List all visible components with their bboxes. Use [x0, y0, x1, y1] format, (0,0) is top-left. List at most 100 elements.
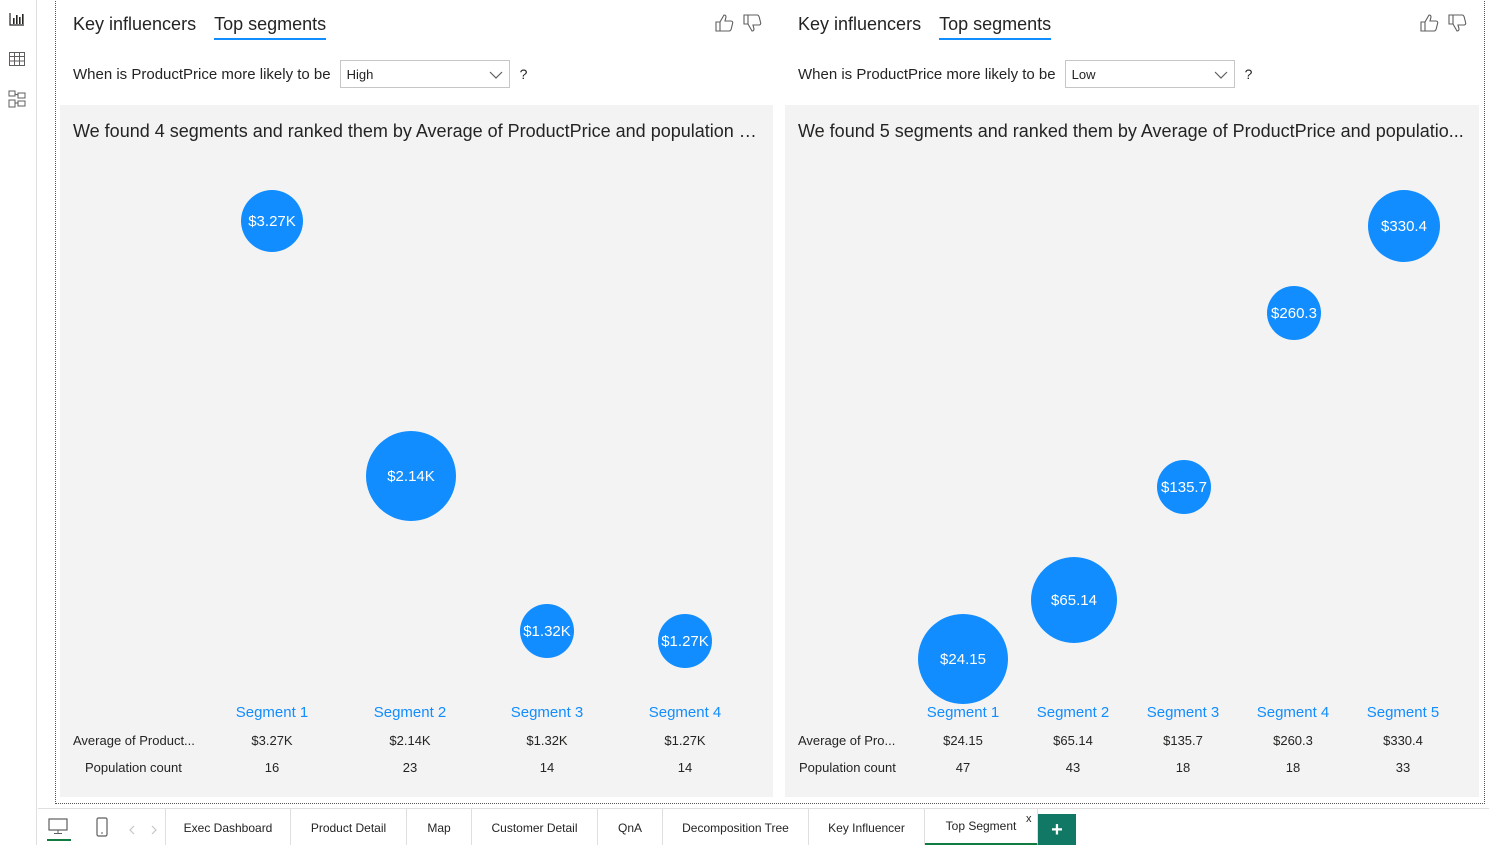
bubble-value: $65.14	[1051, 591, 1097, 609]
segment-label[interactable]: Segment 1	[235, 704, 309, 721]
visual-tabs: Key influencers Top segments	[798, 14, 1052, 40]
segment-bubble[interactable]: $135.7	[1157, 460, 1211, 514]
population-value: 16	[264, 760, 280, 775]
value-dropdown[interactable]: High	[339, 60, 510, 88]
population-value: 23	[402, 760, 418, 775]
population-value: 33	[1395, 760, 1411, 775]
report-view-icon[interactable]	[4, 6, 30, 32]
average-value: $1.27K	[664, 733, 706, 748]
bubble-value: $2.14K	[387, 467, 435, 485]
help-question-mark[interactable]: ?	[1244, 66, 1253, 82]
population-row-label: Population count	[799, 760, 896, 775]
thumbs-up-icon[interactable]	[1419, 14, 1439, 37]
tab-top-segments[interactable]: Top segments	[939, 14, 1052, 40]
thumbs-up-icon[interactable]	[714, 14, 734, 37]
bubble-value: $3.27K	[248, 212, 296, 230]
dropdown-value: Low	[1071, 66, 1096, 82]
model-view-icon[interactable]	[4, 86, 30, 112]
bubble-value: $260.3	[1271, 304, 1317, 322]
page-tab-customer-detail[interactable]: Customer Detail	[472, 809, 598, 845]
page-tab-map[interactable]: Map	[407, 809, 472, 845]
average-row-label: Average of Pro...	[798, 733, 896, 748]
tab-key-influencers[interactable]: Key influencers	[73, 14, 197, 34]
thumbs-down-icon[interactable]	[742, 14, 762, 37]
average-value: $135.7	[1163, 733, 1203, 748]
dropdown-value: High	[346, 66, 374, 82]
page-tab-exec-dashboard[interactable]: Exec Dashboard	[165, 809, 291, 845]
average-value: $3.27K	[251, 733, 293, 748]
population-row-label: Population count	[85, 760, 182, 775]
segments-panel: We found 5 segments and ranked them by A…	[785, 105, 1479, 797]
segment-label[interactable]: Segment 1	[926, 704, 1000, 721]
population-value: 14	[539, 760, 555, 775]
average-value: $330.4	[1383, 733, 1423, 748]
question-label: When is ProductPrice more likely to be	[798, 65, 1056, 83]
segment-bubble[interactable]: $260.3	[1267, 286, 1321, 340]
feedback-buttons	[714, 14, 762, 37]
feedback-buttons	[1419, 14, 1467, 37]
report-canvas: Key influencers Top segments When is Pro…	[38, 0, 1489, 808]
view-rail	[0, 0, 37, 845]
scroll-right-icon[interactable]	[151, 822, 157, 840]
tab-key-influencers[interactable]: Key influencers	[798, 14, 922, 34]
page-tab-qna[interactable]: QnA	[598, 809, 663, 845]
visual-tabs: Key influencers Top segments	[73, 14, 327, 40]
question-label: When is ProductPrice more likely to be	[73, 65, 331, 83]
average-value: $260.3	[1273, 733, 1313, 748]
segment-bubble[interactable]: $3.27K	[241, 190, 303, 252]
segment-bubble[interactable]: $24.15	[918, 614, 1008, 704]
segment-bubble[interactable]: $330.4	[1368, 190, 1440, 262]
canvas-boundary	[55, 0, 1485, 804]
average-row-label: Average of Product...	[73, 733, 195, 748]
scroll-left-icon[interactable]	[129, 822, 135, 840]
population-value: 18	[1285, 760, 1301, 775]
close-tab-icon[interactable]: x	[1026, 813, 1032, 825]
tab-top-segments[interactable]: Top segments	[214, 14, 327, 40]
top-segments-visual-high[interactable]: Key influencers Top segments When is Pro…	[38, 0, 773, 800]
bubble-value: $24.15	[940, 650, 986, 668]
page-tab-product-detail[interactable]: Product Detail	[291, 809, 407, 845]
segment-bubble[interactable]: $1.32K	[520, 604, 574, 658]
page-tab-bar: Exec Dashboard Product Detail Map Custom…	[38, 808, 1489, 845]
question-row: When is ProductPrice more likely to be L…	[798, 60, 1252, 88]
population-value: 47	[955, 760, 971, 775]
segment-label[interactable]: Segment 5	[1366, 704, 1440, 721]
segment-bubble[interactable]: $2.14K	[366, 431, 456, 521]
average-value: $2.14K	[389, 733, 431, 748]
segments-summary: We found 5 segments and ranked them by A…	[798, 121, 1464, 141]
desktop-layout-icon[interactable]	[47, 817, 71, 841]
page-tab-key-influencer[interactable]: Key Influencer	[809, 809, 925, 845]
bubble-value: $330.4	[1381, 217, 1427, 235]
average-value: $24.15	[943, 733, 983, 748]
chevron-down-icon	[1214, 67, 1228, 82]
bubble-value: $1.32K	[523, 622, 571, 640]
population-value: 43	[1065, 760, 1081, 775]
segment-bubble[interactable]: $1.27K	[658, 614, 712, 668]
table-view-icon[interactable]	[4, 46, 30, 72]
value-dropdown[interactable]: Low	[1064, 60, 1235, 88]
help-question-mark[interactable]: ?	[519, 66, 528, 82]
add-page-button[interactable]: +	[1038, 814, 1076, 845]
segment-bubble[interactable]: $65.14	[1031, 557, 1117, 643]
bubble-value: $135.7	[1161, 478, 1207, 496]
population-value: 18	[1175, 760, 1191, 775]
segment-label[interactable]: Segment 3	[1146, 704, 1220, 721]
segment-label[interactable]: Segment 2	[1036, 704, 1110, 721]
thumbs-down-icon[interactable]	[1447, 14, 1467, 37]
segments-panel: We found 4 segments and ranked them by A…	[60, 105, 773, 797]
question-row: When is ProductPrice more likely to be H…	[73, 60, 527, 88]
segment-label[interactable]: Segment 2	[373, 704, 447, 721]
mobile-layout-icon[interactable]	[96, 817, 108, 842]
bubble-value: $1.27K	[661, 632, 709, 650]
top-segments-visual-low[interactable]: Key influencers Top segments When is Pro…	[763, 0, 1485, 800]
segments-summary: We found 4 segments and ranked them by A…	[73, 121, 763, 141]
average-value: $65.14	[1053, 733, 1093, 748]
chevron-down-icon	[489, 67, 503, 82]
segment-label[interactable]: Segment 3	[510, 704, 584, 721]
segment-label[interactable]: Segment 4	[1256, 704, 1330, 721]
population-value: 14	[677, 760, 693, 775]
page-tab-top-segment[interactable]: Top Segment	[925, 809, 1038, 845]
segment-label[interactable]: Segment 4	[648, 704, 722, 721]
page-tab-decomposition-tree[interactable]: Decomposition Tree	[663, 809, 809, 845]
